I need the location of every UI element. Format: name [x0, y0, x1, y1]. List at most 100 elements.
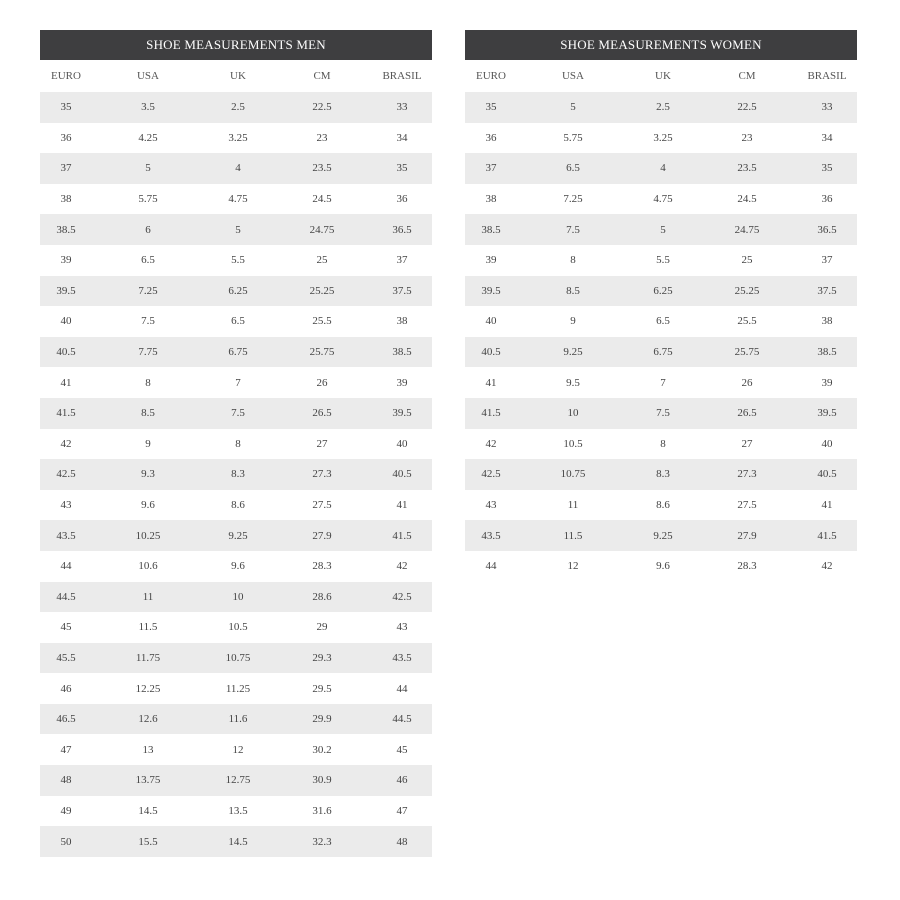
cell-uk: 8.6: [231, 499, 245, 512]
cell-usa: 7.25: [563, 193, 583, 206]
cell-uk: 14.5: [228, 835, 248, 848]
cell-usa: 10.5: [563, 437, 583, 450]
cell-cm: 28.6: [312, 590, 332, 603]
table-row: 47 13 12 30.2 45: [40, 734, 432, 765]
column-header: BRASIL: [382, 70, 422, 82]
column-header-row: EURO USA UK CM BRASIL: [40, 60, 432, 92]
cell-cm: 27.5: [737, 499, 757, 512]
cell-cm: 25.5: [737, 315, 757, 328]
cell-uk: 8.3: [231, 468, 245, 481]
cell-cm: 27.9: [312, 529, 332, 542]
cell-euro: 48: [60, 774, 72, 787]
cell-cm: 27: [316, 437, 328, 450]
cell-cm: 27.9: [737, 529, 757, 542]
cell-brasil: 41: [396, 499, 408, 512]
cell-euro: 40.5: [481, 346, 501, 359]
cell-uk: 9.6: [656, 560, 670, 573]
table-row: 41.5 8.5 7.5 26.5 39.5: [40, 397, 432, 429]
table-row: 39.5 7.25 6.25 25.25 37.5: [40, 275, 432, 307]
cell-usa: 5: [145, 162, 151, 175]
cell-brasil: 39.5: [817, 407, 837, 420]
cell-uk: 4.75: [653, 193, 673, 206]
cell-uk: 5.5: [656, 254, 670, 267]
table-title: SHOE MEASUREMENTS WOMEN: [465, 30, 857, 60]
table-row: 37 5 4 23.5 35: [40, 153, 432, 184]
cell-usa: 14.5: [138, 804, 158, 817]
table-row: 39 8 5.5 25 37: [465, 245, 857, 276]
cell-cm: 22.5: [737, 101, 757, 114]
cell-uk: 10.75: [225, 651, 251, 664]
cell-brasil: 35: [821, 162, 833, 175]
cell-usa: 11.5: [138, 621, 158, 634]
cell-euro: 36: [60, 131, 72, 144]
cell-uk: 9.25: [228, 529, 248, 542]
table-row: 36 4.25 3.25 23 34: [40, 123, 432, 154]
table-row: 40 9 6.5 25.5 38: [465, 306, 857, 337]
cell-cm: 25.75: [734, 346, 760, 359]
table-row: 38.5 6 5 24.75 36.5: [40, 214, 432, 245]
cell-usa: 13: [142, 743, 154, 756]
cell-uk: 10: [232, 590, 244, 603]
cell-euro: 45: [60, 621, 72, 634]
cell-usa: 8: [570, 254, 576, 267]
cell-brasil: 40: [821, 437, 833, 450]
cell-cm: 24.5: [737, 193, 757, 206]
cell-uk: 12: [232, 743, 244, 756]
cell-brasil: 41.5: [392, 529, 412, 542]
cell-usa: 10.25: [135, 529, 161, 542]
cell-uk: 5: [660, 223, 666, 236]
cell-brasil: 41.5: [817, 529, 837, 542]
cell-euro: 42.5: [56, 468, 76, 481]
cell-brasil: 36: [821, 193, 833, 206]
cell-euro: 43.5: [56, 529, 76, 542]
cell-uk: 11.25: [225, 682, 251, 695]
cell-brasil: 37.5: [392, 284, 412, 297]
cell-brasil: 34: [821, 131, 833, 144]
cell-cm: 27: [741, 437, 753, 450]
table-row: 37 6.5 4 23.5 35: [465, 153, 857, 184]
cell-euro: 41: [60, 376, 72, 389]
cell-euro: 50: [60, 835, 72, 848]
cell-uk: 8.3: [656, 468, 670, 481]
cell-euro: 45.5: [56, 651, 76, 664]
cell-brasil: 46: [396, 774, 408, 787]
cell-brasil: 39.5: [392, 407, 412, 420]
cell-euro: 46.5: [56, 713, 76, 726]
cell-cm: 23.5: [737, 162, 757, 175]
cell-euro: 49: [60, 804, 72, 817]
table-row: 38 7.25 4.75 24.5 36: [465, 184, 857, 215]
cell-brasil: 36.5: [392, 223, 412, 236]
table-row: 42 9 8 27 40: [40, 429, 432, 460]
cell-uk: 12.75: [225, 774, 251, 787]
column-header: CM: [313, 70, 331, 82]
cell-uk: 7.5: [231, 407, 245, 420]
table-row: 45.5 11.75 10.75 29.3 43.5: [40, 642, 432, 674]
cell-euro: 38.5: [481, 223, 501, 236]
cell-brasil: 33: [396, 101, 408, 114]
table-row: 44 10.6 9.6 28.3 42: [40, 551, 432, 582]
cell-uk: 4.75: [228, 193, 248, 206]
cell-uk: 5: [235, 223, 241, 236]
table-row: 35 3.5 2.5 22.5 33: [40, 92, 432, 123]
cell-euro: 39: [60, 254, 72, 267]
cell-brasil: 37: [821, 254, 833, 267]
cell-brasil: 37: [396, 254, 408, 267]
table-row: 43 9.6 8.6 27.5 41: [40, 490, 432, 521]
cell-usa: 6.5: [141, 254, 155, 267]
cell-brasil: 43: [396, 621, 408, 634]
cell-cm: 25.25: [309, 284, 335, 297]
cell-euro: 44: [60, 560, 72, 573]
cell-cm: 26.5: [312, 407, 332, 420]
cell-cm: 28.3: [737, 560, 757, 573]
table-row: 40.5 7.75 6.75 25.75 38.5: [40, 336, 432, 368]
cell-usa: 10.6: [138, 560, 158, 573]
table-row: 45 11.5 10.5 29 43: [40, 612, 432, 643]
table-row: 42.5 9.3 8.3 27.3 40.5: [40, 459, 432, 490]
table-row: 43.5 11.5 9.25 27.9 41.5: [465, 520, 857, 551]
cell-cm: 24.75: [309, 223, 335, 236]
cell-brasil: 36: [396, 193, 408, 206]
cell-uk: 6.25: [653, 284, 673, 297]
cell-usa: 8.5: [141, 407, 155, 420]
cell-brasil: 42: [821, 560, 833, 573]
women-size-table: SHOE MEASUREMENTS WOMEN EURO USA UK CM B…: [465, 30, 857, 582]
